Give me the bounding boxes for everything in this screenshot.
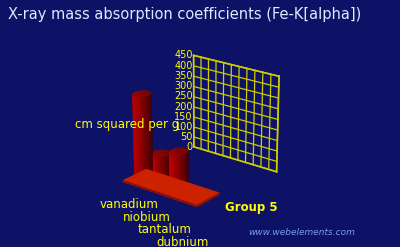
Text: X-ray mass absorption coefficients (Fe-K[alpha]): X-ray mass absorption coefficients (Fe-K… — [8, 7, 361, 22]
Text: www.webelements.com: www.webelements.com — [248, 228, 355, 237]
